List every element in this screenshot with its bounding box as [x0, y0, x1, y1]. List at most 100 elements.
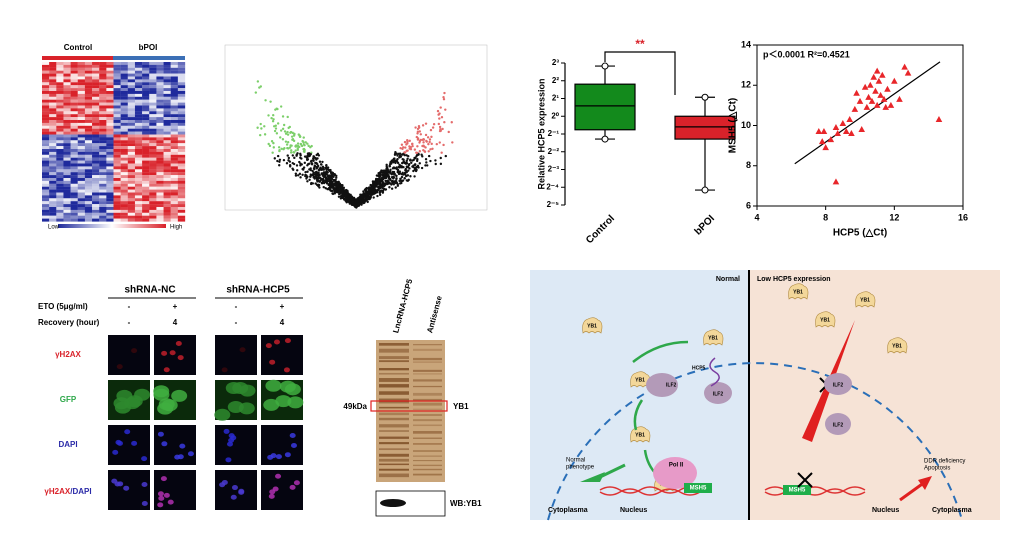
- heat-cell: [42, 180, 50, 184]
- volcano-dot: [369, 187, 373, 191]
- volcano-dot: [295, 153, 298, 156]
- outcome: DDR deficiency: [924, 459, 965, 465]
- heat-cell: [56, 143, 64, 147]
- volcano-dot: [323, 181, 326, 184]
- heat-cell: [163, 111, 171, 115]
- region-label: Cytoplasma: [932, 507, 972, 514]
- heat-cell: [163, 105, 171, 109]
- heat-cell: [92, 99, 100, 103]
- cell: [157, 491, 164, 497]
- heat-cell: [170, 157, 178, 161]
- volcano-dot: [350, 198, 354, 201]
- volcano-dot: [428, 140, 431, 144]
- heat-cell: [70, 198, 78, 202]
- volcano-dot: [361, 195, 364, 199]
- volcano-dot: [319, 168, 322, 171]
- heat-cell: [127, 111, 136, 115]
- heat-cell: [49, 137, 57, 141]
- heat-cell: [92, 212, 100, 216]
- arrow: [597, 463, 626, 480]
- heat-cell: [92, 125, 100, 129]
- dna: [599, 488, 701, 496]
- heat-cell: [63, 189, 71, 193]
- volcano-dot: [405, 165, 409, 168]
- volcano-dot: [388, 186, 391, 189]
- heat-cell: [170, 82, 178, 86]
- volcano-dot: [388, 163, 392, 166]
- heat-cell: [127, 201, 136, 205]
- point: [868, 97, 876, 104]
- heat-cell: [42, 198, 50, 202]
- volcano-dot: [393, 153, 397, 156]
- heat-cell: [177, 178, 186, 181]
- heat-cell: [70, 151, 78, 155]
- point: [863, 103, 871, 110]
- volcano-dot: [311, 157, 315, 160]
- heat-cell: [149, 218, 157, 222]
- volcano-dot: [317, 171, 320, 175]
- heat-cell: [106, 140, 114, 144]
- cell: [293, 480, 300, 486]
- heat-cell: [142, 140, 150, 144]
- heat-cell: [149, 105, 157, 109]
- heat-cell: [99, 79, 107, 83]
- heat-cell: [142, 180, 150, 184]
- heat-cell: [134, 140, 143, 144]
- heat-cell: [70, 163, 78, 167]
- heat-cell: [177, 62, 186, 65]
- volcano-dot: [390, 180, 394, 183]
- volcano-dot: [415, 155, 418, 158]
- heat-cell: [156, 172, 164, 176]
- y-tick-label: 2²: [552, 76, 559, 85]
- heat-cell: [170, 96, 178, 100]
- heat-cell: [77, 122, 86, 126]
- x-tick-label: 16: [958, 212, 968, 222]
- ilf2: [646, 373, 678, 397]
- heat-cell: [70, 212, 78, 216]
- heat-cell: [120, 175, 128, 179]
- heat-cell: [106, 82, 114, 86]
- heat-cell: [156, 105, 164, 109]
- heat-cell: [49, 96, 57, 100]
- volcano-dot: [313, 167, 316, 171]
- heat-cell: [149, 149, 157, 152]
- heat-cell: [99, 189, 107, 193]
- heat-cell: [49, 195, 57, 199]
- volcano-dot: [372, 190, 376, 193]
- y-tick-label: 10: [741, 120, 751, 130]
- volcano-dot: [285, 162, 289, 165]
- heat-cell: [120, 163, 128, 167]
- heat-cell: [149, 183, 157, 187]
- volcano-dot: [356, 197, 359, 200]
- volcano-dot: [286, 133, 290, 136]
- volcano-dot: [317, 184, 320, 188]
- volcano-dot: [405, 159, 409, 162]
- volcano-dot: [389, 168, 392, 172]
- cell: [187, 451, 194, 457]
- heat-cell: [56, 146, 64, 150]
- heat-cell: [77, 62, 86, 65]
- heat-cell: [92, 79, 100, 83]
- heat-cell: [113, 108, 121, 112]
- heat-cell: [106, 175, 114, 179]
- heat-cell: [77, 88, 86, 92]
- volcano-dot: [438, 141, 441, 144]
- heat-cell: [63, 134, 71, 138]
- heat-cell: [56, 88, 64, 92]
- heat-cell: [120, 122, 128, 126]
- volcano-dot: [322, 168, 326, 171]
- volcano-dot: [420, 166, 424, 170]
- heat-cell: [42, 99, 50, 103]
- volcano-dot: [344, 197, 348, 200]
- heat-cell: [106, 79, 114, 83]
- heat-cell: [163, 169, 171, 173]
- heat-cell: [142, 125, 150, 129]
- volcano-dot: [378, 193, 382, 197]
- heat-cell: [177, 201, 186, 205]
- point: [884, 85, 891, 92]
- heat-cell: [106, 122, 114, 126]
- point: [858, 126, 866, 133]
- heat-cell: [134, 122, 143, 126]
- yb1-label: YB1: [860, 297, 870, 303]
